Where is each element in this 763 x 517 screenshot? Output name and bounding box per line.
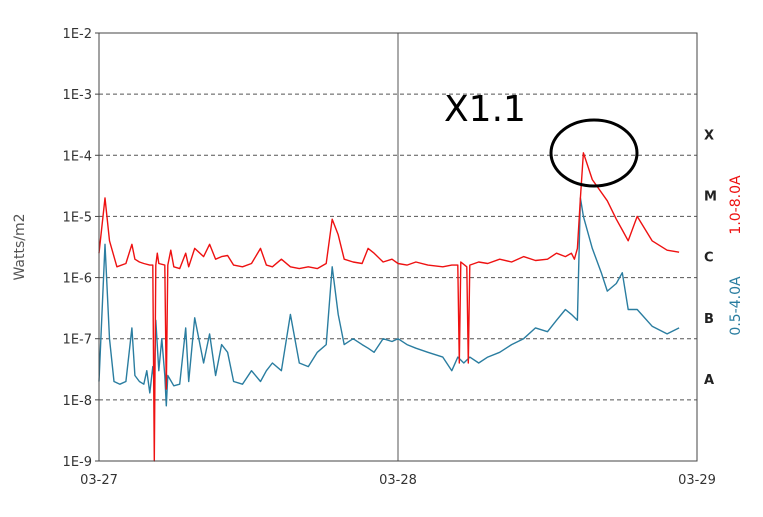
- annotation-layer: X1.1: [444, 89, 639, 188]
- y-tick-label: 1E-5: [63, 210, 92, 225]
- series-layer: [98, 152, 680, 462]
- plot-frame: [98, 32, 698, 462]
- y-tick-label: 1E-4: [63, 149, 92, 164]
- y-tick-label: 1E-8: [63, 394, 92, 409]
- x-tick-label: 03-28: [379, 473, 417, 488]
- series-label-long-band: 1.0-8.0A: [728, 175, 744, 235]
- flare-class-label: M: [704, 189, 717, 204]
- flare-class-label: B: [704, 312, 714, 327]
- grid-layer: [99, 33, 697, 461]
- series-line-short-band: [98, 197, 680, 407]
- x-tick-label: 03-27: [80, 473, 118, 488]
- flare-class-label: C: [704, 251, 714, 266]
- flare-class-labels: A B C M X: [704, 128, 717, 388]
- x-tick-label: 03-29: [678, 473, 716, 488]
- flare-highlight-circle: [549, 118, 639, 188]
- y-tick-label: 1E-2: [63, 27, 92, 42]
- y-tick-label: 1E-6: [63, 272, 92, 287]
- y-tick-label: 1E-3: [63, 88, 92, 103]
- series-line-long-band: [98, 152, 680, 462]
- y-tick-labels: 1E-9 1E-8 1E-7 1E-6 1E-5 1E-4 1E-3 1E-2: [63, 27, 99, 470]
- flare-class-label: X: [704, 128, 714, 143]
- x-tick-labels: 03-27 03-28 03-29: [80, 473, 716, 488]
- y-axis-label: Watts/m2: [12, 213, 28, 280]
- y-tick-label: 1E-7: [63, 333, 92, 348]
- flare-class-label: A: [704, 373, 714, 388]
- y-tick-label: 1E-9: [63, 455, 92, 470]
- flare-annotation-label: X1.1: [444, 89, 526, 130]
- series-label-short-band: 0.5-4.0A: [728, 276, 744, 336]
